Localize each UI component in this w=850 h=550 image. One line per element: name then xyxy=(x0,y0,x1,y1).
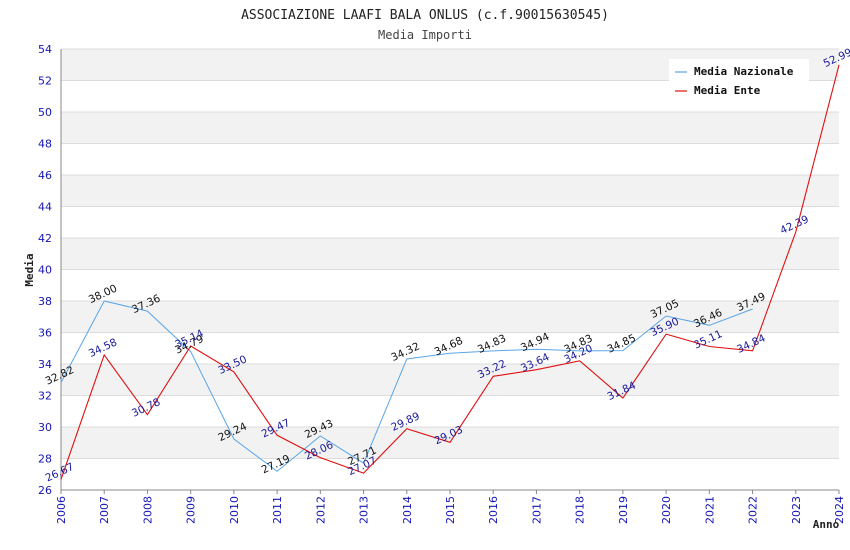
data-label-ente: 42.39 xyxy=(778,213,810,237)
x-tick-label: 2023 xyxy=(790,496,803,524)
x-tick-label: 2016 xyxy=(487,496,500,524)
band xyxy=(61,175,839,207)
x-axis-label: Anno xyxy=(813,518,840,531)
x-tick-label: 2011 xyxy=(271,496,284,524)
legend-label-nazionale: Media Nazionale xyxy=(694,65,794,78)
y-tick-label: 40 xyxy=(38,264,52,277)
data-label-nazionale: 34.68 xyxy=(433,335,465,359)
y-tick-label: 32 xyxy=(38,390,52,403)
axes xyxy=(60,49,840,494)
data-label-nazionale: 34.83 xyxy=(476,332,508,356)
legend: Media Nazionale Media Ente xyxy=(669,59,809,101)
data-label-ente: 34.84 xyxy=(735,332,768,356)
y-tick-label: 44 xyxy=(38,201,52,214)
y-tick-label: 26 xyxy=(38,484,52,497)
y-tick-labels: 26 28 30 32 34 36 38 40 42 44 46 48 50 52 54 xyxy=(38,43,52,497)
y-tick-label: 38 xyxy=(38,295,52,308)
x-tick-label: 2018 xyxy=(574,496,587,524)
x-tick-label: 2015 xyxy=(444,496,457,524)
x-tick-label: 2009 xyxy=(185,496,198,524)
x-tick-label: 2008 xyxy=(141,496,154,524)
legend-box xyxy=(669,59,809,101)
x-tick-label: 2024 xyxy=(833,496,846,524)
data-label-nazionale: 34.85 xyxy=(605,332,637,356)
y-axis-label: Media xyxy=(23,253,36,286)
y-tick-label: 48 xyxy=(38,138,52,151)
x-tick-label: 2019 xyxy=(617,496,630,524)
x-tick-label: 2017 xyxy=(530,496,543,524)
y-tick-label: 36 xyxy=(38,327,52,340)
legend-label-ente: Media Ente xyxy=(694,84,761,97)
y-tick-label: 54 xyxy=(38,43,52,56)
series-lines xyxy=(60,64,840,480)
x-tick-labels: 2006 2007 2008 2009 2010 2011 2012 2013 2014 2015… xyxy=(55,496,846,524)
x-tick-label: 2020 xyxy=(660,496,673,524)
y-tick-label: 28 xyxy=(38,453,52,466)
chart-title: ASSOCIAZIONE LAAFI BALA ONLUS (c.f.90015… xyxy=(241,8,609,23)
data-label-ente: 34.58 xyxy=(87,336,119,360)
band xyxy=(61,112,839,144)
x-tick-label: 2021 xyxy=(703,496,716,524)
x-tick-label: 2006 xyxy=(55,496,68,524)
x-tick-label: 2013 xyxy=(358,496,371,524)
x-tick-label: 2010 xyxy=(228,496,241,524)
band xyxy=(61,238,839,270)
x-tick-label: 2007 xyxy=(98,496,111,524)
x-tick-label: 2022 xyxy=(747,496,760,524)
x-tick-label: 2012 xyxy=(314,496,327,524)
y-tick-label: 50 xyxy=(38,106,52,119)
y-tick-label: 34 xyxy=(38,358,52,371)
series-line-nazionale xyxy=(60,300,753,472)
band xyxy=(61,301,839,333)
series-line-ente xyxy=(60,64,840,480)
y-tick-label: 42 xyxy=(38,232,52,245)
data-label-nazionale: 34.32 xyxy=(389,340,421,364)
y-tick-label: 52 xyxy=(38,75,52,88)
data-label-ente: 30.78 xyxy=(130,396,162,420)
y-tick-label: 30 xyxy=(38,421,52,434)
x-tick-label: 2014 xyxy=(401,496,414,524)
y-tick-label: 46 xyxy=(38,169,52,182)
chart-subtitle: Media Importi xyxy=(378,28,472,42)
data-label-nazionale: 34.94 xyxy=(519,331,552,355)
band xyxy=(61,364,839,396)
background-bands xyxy=(61,49,839,459)
